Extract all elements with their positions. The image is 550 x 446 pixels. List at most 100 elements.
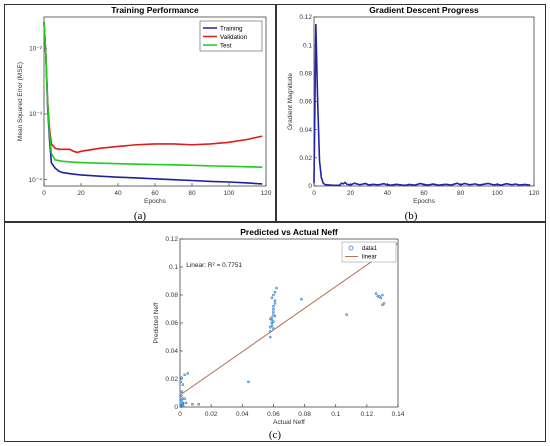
y-tick-label: 0.06	[165, 320, 178, 327]
panel-frame-a	[4, 4, 276, 222]
scatter-point	[183, 397, 186, 400]
y-tick-label: 0.02	[165, 376, 178, 383]
y-tick-label: 10⁻²	[29, 46, 43, 53]
y-axis-label: Gradient Magnitude	[287, 73, 294, 130]
x-tick-label: 0.14	[392, 411, 405, 418]
caption-a: (a)	[133, 210, 147, 222]
y-tick-label: 0.08	[165, 292, 178, 299]
scatter-point	[382, 302, 386, 305]
x-tick-label: 0	[42, 190, 46, 197]
scatter-point	[272, 310, 275, 314]
caption-c: (c)	[268, 429, 282, 441]
scatter-point	[181, 404, 185, 407]
y-axis-label: Mean Squared Error (MSE)	[17, 62, 24, 141]
scatter-point	[270, 318, 274, 322]
scatter-point	[270, 324, 274, 328]
scatter-point	[272, 320, 275, 323]
x-axis-label: Actual Neff	[273, 419, 305, 426]
scatter-point	[269, 325, 272, 329]
y-axis-label: Predicted Neff	[153, 302, 160, 343]
scatter-point	[272, 313, 275, 316]
x-tick-label: 100	[492, 190, 503, 197]
plot-area	[313, 16, 535, 187]
x-tick-label: 120	[529, 190, 540, 197]
y-tick-label: 0.04	[165, 348, 178, 355]
x-axis-label: Epochs	[413, 198, 435, 205]
scatter-point	[270, 296, 274, 300]
x-tick-label: 40	[384, 190, 392, 197]
chart-title: Gradient Descent Progress	[369, 5, 479, 15]
y-tick-label: 0.04	[299, 127, 312, 134]
scatter-point	[273, 302, 277, 305]
scatter-point	[270, 316, 274, 319]
gradient-descent-chart: 0 20 40 60 80 100 120 0 0.02 0.04 0.06 0.08 0.1 0.12 G…	[287, 5, 540, 205]
scatter-point	[180, 390, 184, 393]
scatter-point	[275, 286, 278, 290]
legend-label: linear	[362, 255, 377, 261]
x-tick-label: 0.04	[236, 411, 249, 418]
y-tick-label: 0.12	[165, 236, 178, 243]
scatter-point	[180, 376, 183, 379]
y-tick-label: 0	[308, 183, 312, 190]
scatter-point	[378, 295, 381, 298]
scatter-point	[186, 372, 190, 375]
scatter-point	[270, 321, 274, 325]
x-tick-label: 0.12	[361, 411, 374, 418]
x-axis-label: Epochs	[144, 198, 166, 205]
scatter-point	[191, 402, 194, 406]
y-tick-label: 10⁻⁴	[29, 177, 43, 184]
y-tick-label: 0	[174, 404, 178, 411]
scatter-point	[379, 296, 383, 300]
legend-label: Training	[220, 25, 243, 32]
y-tick-label: 10⁻³	[29, 111, 43, 118]
scatter-point	[183, 373, 186, 377]
scatter-point	[273, 290, 277, 294]
training-performance-chart: 0 20 40 60 80 100 120 10⁻⁴ 10⁻³ 10⁻² Training Perf…	[17, 5, 272, 205]
x-tick-label: 80	[457, 190, 465, 197]
test-series-line	[43, 22, 263, 168]
scatter-point	[272, 304, 275, 308]
legend-label: data1	[362, 246, 378, 252]
x-tick-label: 40	[114, 190, 122, 197]
scatter-point	[381, 293, 384, 297]
x-tick-label: 0	[178, 411, 182, 418]
x-tick-label: 20	[347, 190, 355, 197]
scatter-point	[272, 307, 275, 311]
x-tick-label: 0.02	[205, 411, 218, 418]
scatter-point	[273, 299, 277, 302]
scatter-point	[184, 401, 188, 405]
chart-title: Predicted vs Actual Neff	[240, 227, 338, 237]
x-tick-label: 80	[188, 190, 196, 197]
chart-title: Training Performance	[111, 5, 199, 15]
x-tick-label: 60	[151, 190, 159, 197]
fit-annotation: Linear: R² = 0.7751	[186, 262, 242, 269]
x-tick-label: 20	[77, 190, 85, 197]
panel-frame-b	[276, 4, 546, 222]
gradient-series-line	[313, 24, 531, 187]
legend-label: Validation	[220, 34, 248, 41]
scatter-point	[179, 394, 183, 398]
linear-fit-line	[179, 242, 399, 396]
scatter-point	[381, 303, 384, 307]
scatter-point	[181, 383, 185, 386]
scatter-point	[273, 314, 277, 318]
scatter-point	[374, 292, 378, 295]
scatter-point	[300, 297, 303, 301]
legend-label: Test	[220, 42, 232, 49]
x-tick-label: 100	[224, 190, 235, 197]
x-tick-label: 120	[261, 190, 272, 197]
y-tick-label: 0.1	[303, 42, 312, 49]
y-tick-label: 0.02	[299, 155, 312, 162]
y-tick-label: 0.1	[169, 264, 178, 271]
legend-swatch	[348, 245, 354, 251]
panel-frame-c	[4, 222, 546, 442]
y-tick-label: 0.08	[299, 71, 312, 78]
scatter-point	[345, 313, 348, 316]
x-tick-label: 0.08	[298, 411, 311, 418]
scatter-point	[179, 380, 183, 384]
x-tick-label: 60	[420, 190, 428, 197]
x-tick-label: 0	[312, 190, 316, 197]
scatter-point	[272, 293, 275, 297]
scatter-point	[269, 317, 272, 321]
predicted-vs-actual-chart: 0 0.02 0.04 0.06 0.08 0.1 0.12 0.14 0 0.02 0.04 0.0…	[153, 227, 405, 426]
